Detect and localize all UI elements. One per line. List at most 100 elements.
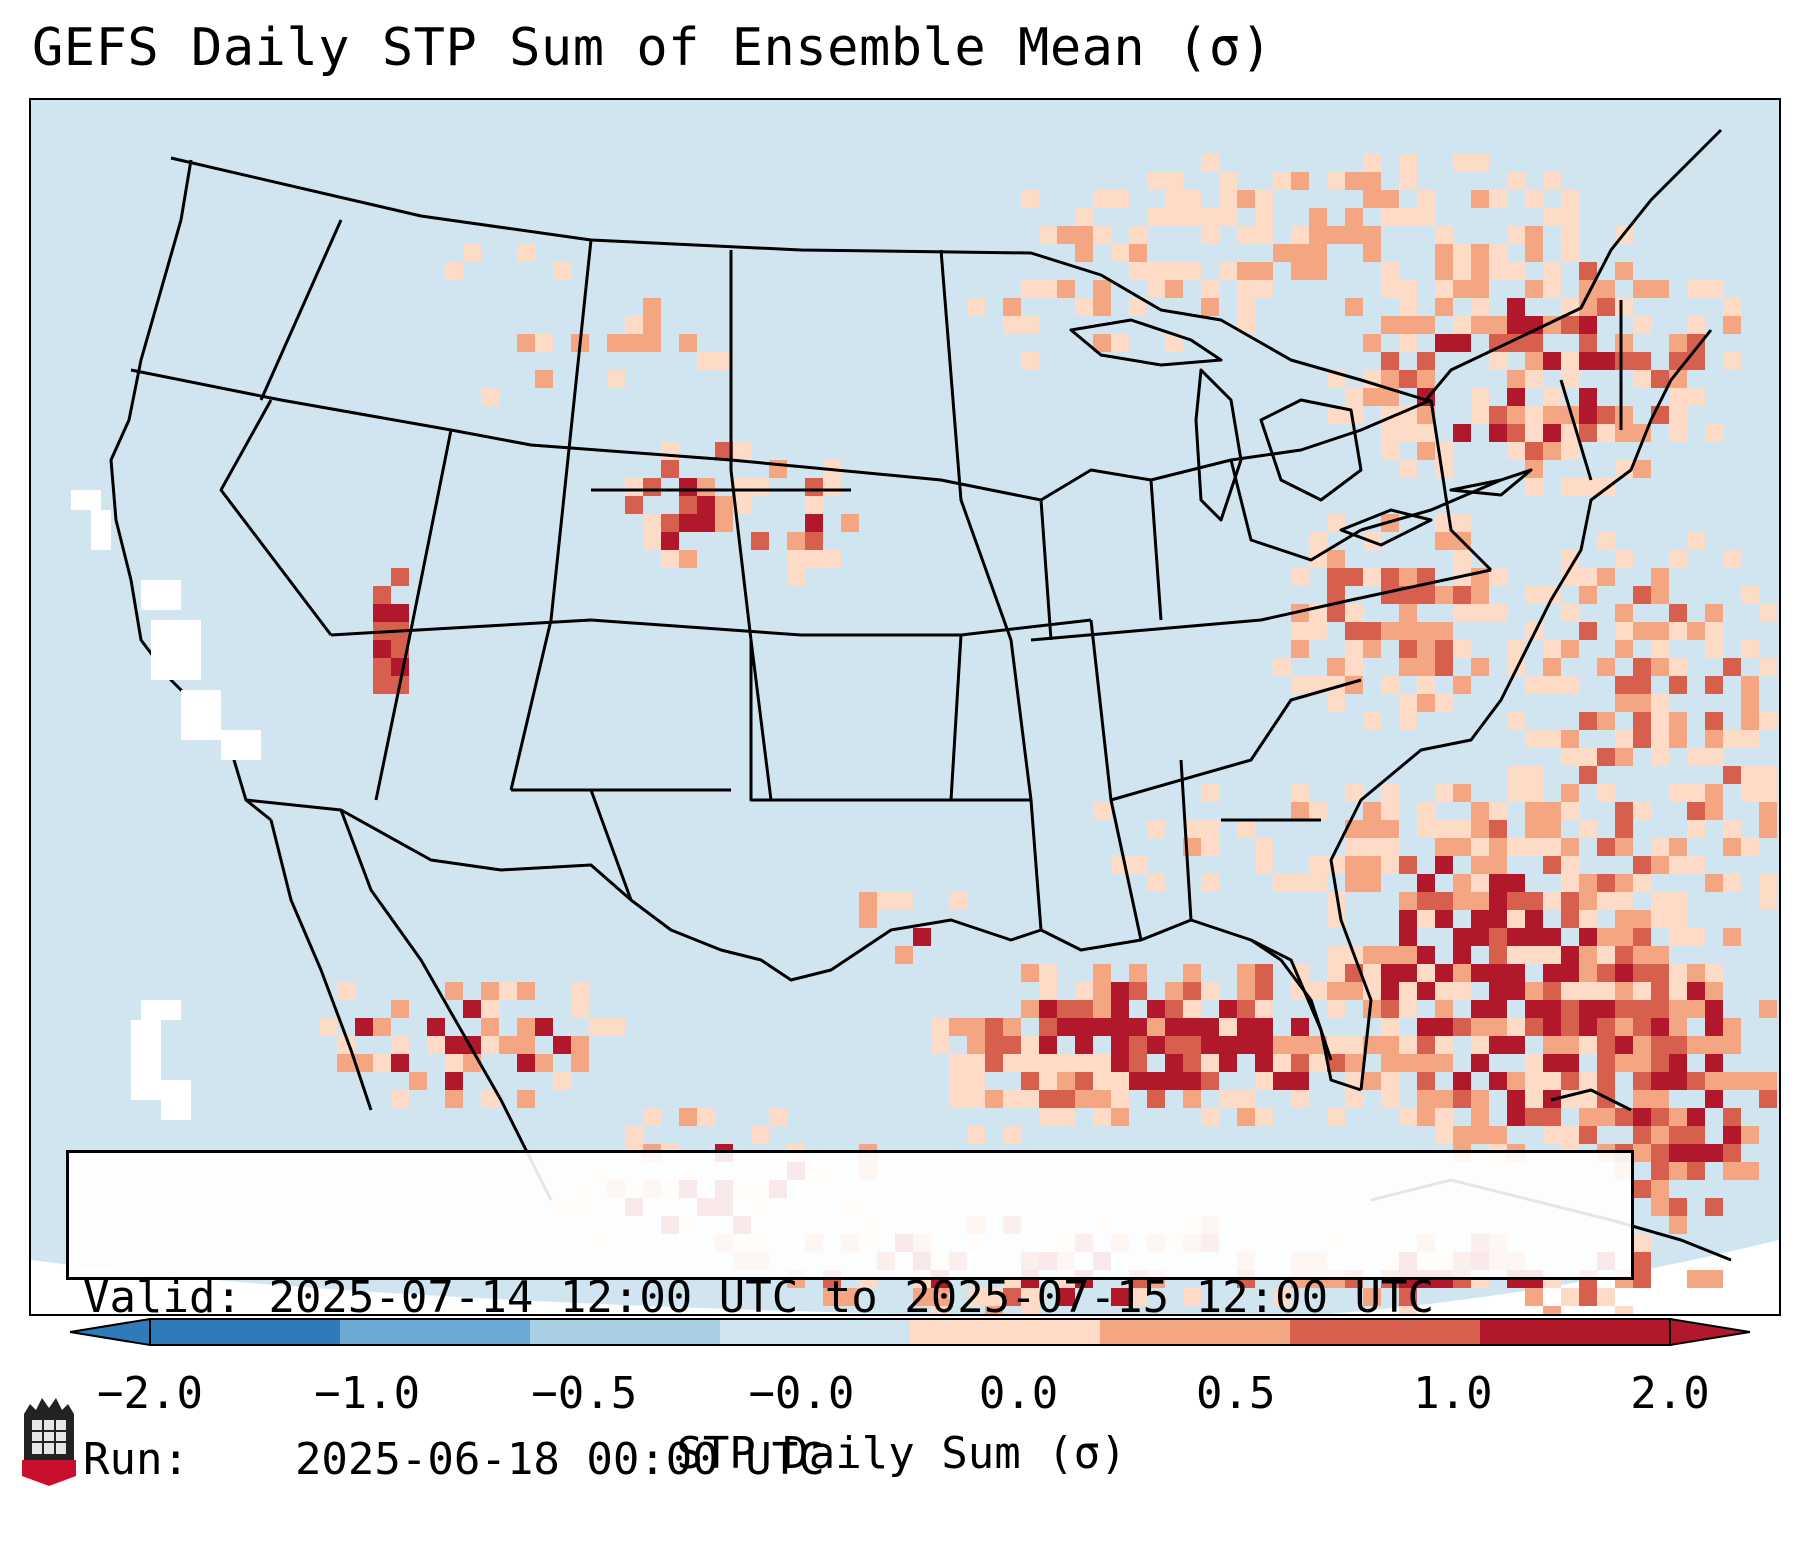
stp-cell <box>1669 892 1687 910</box>
stp-cell <box>1471 154 1489 172</box>
stp-cell <box>679 334 697 352</box>
stp-cell <box>1741 586 1759 604</box>
stp-cell <box>1417 640 1435 658</box>
stp-cell <box>1687 1270 1705 1288</box>
stp-cell <box>1579 982 1597 1000</box>
valid-value: 2025-07-14 12:00 UTC to 2025-07-15 12:00… <box>268 1272 1435 1323</box>
stp-cell <box>1183 964 1201 982</box>
stp-cell <box>1291 784 1309 802</box>
stp-cell <box>1543 946 1561 964</box>
stp-cell <box>823 550 841 568</box>
stp-cell <box>1471 874 1489 892</box>
stp-cell <box>1525 1108 1543 1126</box>
map-panel <box>29 98 1781 1316</box>
stp-cell <box>1525 370 1543 388</box>
stp-cell <box>391 1036 409 1054</box>
stp-cell <box>1489 406 1507 424</box>
stp-cell <box>1057 1108 1075 1126</box>
stp-cell <box>1633 316 1651 334</box>
stp-cell <box>1651 946 1669 964</box>
stp-cell <box>1669 838 1687 856</box>
stp-cell <box>715 514 733 532</box>
stp-cell <box>859 892 877 910</box>
stp-cell <box>1507 838 1525 856</box>
stp-cell <box>1381 316 1399 334</box>
stp-cell <box>1597 784 1615 802</box>
stp-cell <box>1561 856 1579 874</box>
stp-cell <box>1075 1054 1093 1072</box>
stp-cell <box>1147 208 1165 226</box>
political-borders <box>109 128 1732 1262</box>
stp-cell <box>1435 694 1453 712</box>
stp-cell <box>1129 262 1147 280</box>
stp-cell <box>1741 838 1759 856</box>
stp-cell <box>1579 352 1597 370</box>
stp-cell <box>1561 730 1579 748</box>
stp-cell <box>1723 1108 1741 1126</box>
stp-cell <box>1579 766 1597 784</box>
stp-cell <box>1615 748 1633 766</box>
stp-cell <box>1615 298 1633 316</box>
stp-cell <box>1705 1144 1723 1162</box>
stp-cell <box>463 244 481 262</box>
stp-cell <box>1111 1108 1129 1126</box>
stp-cell <box>1399 964 1417 982</box>
stp-cell <box>1327 946 1345 964</box>
stp-cell <box>1651 1072 1669 1090</box>
stp-cell <box>1669 730 1687 748</box>
stp-cell <box>1111 1036 1129 1054</box>
stp-cell <box>1507 406 1525 424</box>
stp-cell <box>1543 1018 1561 1036</box>
stp-cell <box>1561 442 1579 460</box>
stp-cell <box>1435 298 1453 316</box>
stp-cell <box>535 370 553 388</box>
stp-cell <box>1183 190 1201 208</box>
stp-cell <box>1597 892 1615 910</box>
stp-cell <box>1615 730 1633 748</box>
stp-cell <box>1489 1036 1507 1054</box>
stp-cell <box>1039 1036 1057 1054</box>
stp-cell <box>391 604 409 622</box>
stp-cell <box>517 1036 535 1054</box>
stp-cell <box>1147 1036 1165 1054</box>
stp-cell <box>1669 1198 1687 1216</box>
stp-cell <box>1453 424 1471 442</box>
stp-cell <box>1381 1072 1399 1090</box>
stp-cell <box>1201 838 1219 856</box>
stp-cell <box>1237 190 1255 208</box>
stp-cell <box>409 1072 427 1090</box>
stp-cell <box>1633 460 1651 478</box>
stp-cell <box>1597 1036 1615 1054</box>
stp-cell <box>445 1054 463 1072</box>
stp-cell <box>1291 1054 1309 1072</box>
stp-cell <box>1075 226 1093 244</box>
stp-cell <box>1759 1000 1777 1018</box>
stp-cell <box>1543 856 1561 874</box>
stp-cell <box>1561 1000 1579 1018</box>
stp-cell <box>1525 586 1543 604</box>
stp-cell <box>1165 262 1183 280</box>
colorbar-bin <box>150 1319 341 1345</box>
stp-cell <box>1399 568 1417 586</box>
stp-cell <box>1723 1036 1741 1054</box>
stp-cell <box>1291 982 1309 1000</box>
stp-cell <box>1417 1054 1435 1072</box>
stp-cell <box>1309 1054 1327 1072</box>
stp-cell <box>1093 1054 1111 1072</box>
stp-cell <box>1507 640 1525 658</box>
stp-cell <box>1561 1288 1579 1306</box>
stp-cell <box>1615 964 1633 982</box>
stp-cell <box>931 1036 949 1054</box>
stp-cell <box>1507 982 1525 1000</box>
stp-cell <box>1381 964 1399 982</box>
stp-cell <box>1003 298 1021 316</box>
stp-cell <box>1201 820 1219 838</box>
stp-cell <box>1525 406 1543 424</box>
stp-cell <box>787 568 805 586</box>
stp-cell <box>1327 1036 1345 1054</box>
stp-cell <box>985 1054 1003 1072</box>
stp-cell <box>1417 874 1435 892</box>
stp-cell <box>1399 658 1417 676</box>
stp-cell <box>1309 208 1327 226</box>
stp-cell <box>1615 262 1633 280</box>
